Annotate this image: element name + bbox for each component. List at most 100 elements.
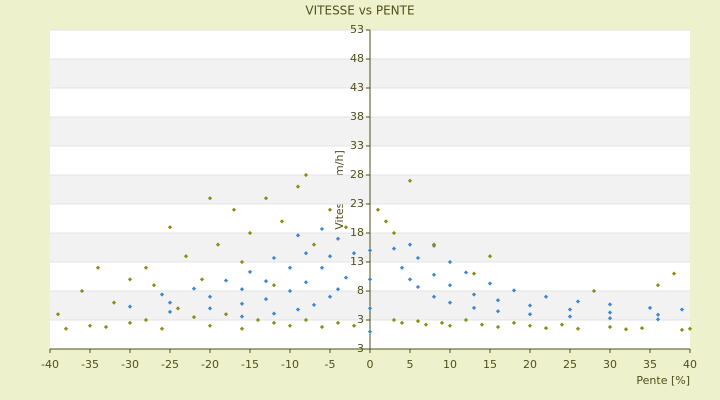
point — [127, 304, 133, 309]
point — [343, 225, 349, 230]
point — [391, 317, 397, 323]
point — [159, 326, 165, 331]
x-tick-label: 0 — [367, 358, 374, 371]
point — [647, 305, 653, 310]
x-tick-label: -20 — [201, 358, 219, 371]
point — [191, 314, 197, 320]
point — [407, 178, 413, 183]
point — [127, 277, 133, 282]
x-tick-label: 15 — [483, 358, 497, 371]
x-tick-label: -30 — [121, 358, 139, 371]
point — [487, 281, 493, 286]
point — [287, 265, 293, 270]
y-tick-label: 33 — [350, 139, 364, 152]
point — [295, 307, 301, 312]
point — [447, 259, 453, 265]
point — [655, 317, 661, 322]
point — [287, 288, 293, 294]
x-tick-label: -40 — [41, 358, 59, 371]
point — [511, 320, 517, 326]
x-tick-label: 25 — [563, 358, 577, 371]
point — [207, 306, 213, 311]
x-tick-label: 5 — [407, 358, 414, 371]
point — [143, 317, 149, 323]
point — [271, 311, 277, 316]
point — [311, 242, 317, 247]
point — [415, 284, 421, 290]
point — [487, 254, 493, 259]
point — [575, 326, 581, 331]
point — [367, 306, 373, 311]
point — [527, 312, 533, 317]
point — [319, 265, 325, 270]
point — [239, 301, 245, 306]
point — [391, 246, 397, 251]
y-tick-label: 13 — [350, 255, 364, 268]
point — [607, 310, 613, 315]
point — [511, 288, 517, 293]
point — [527, 323, 533, 328]
point — [295, 233, 301, 238]
point — [335, 287, 341, 292]
point — [263, 296, 269, 302]
point — [415, 319, 421, 324]
point — [207, 196, 213, 201]
point — [143, 265, 149, 270]
point — [319, 226, 325, 232]
x-tick-label: -35 — [81, 358, 99, 371]
point — [543, 294, 549, 299]
y-tick-label: 3 — [357, 342, 364, 355]
point — [679, 307, 685, 312]
point — [295, 184, 301, 189]
point — [423, 322, 429, 327]
point — [679, 327, 685, 332]
point — [327, 294, 333, 299]
point — [167, 225, 173, 230]
point — [239, 326, 245, 331]
point — [247, 230, 253, 236]
point — [655, 283, 661, 288]
point — [687, 326, 693, 331]
y-tick-label: 3 — [357, 313, 364, 326]
point — [671, 271, 677, 276]
point — [447, 323, 453, 328]
y-tick-label: 48 — [350, 52, 364, 65]
point — [527, 303, 533, 308]
point — [343, 275, 349, 280]
point — [559, 322, 565, 327]
point — [159, 292, 165, 297]
point — [391, 230, 397, 236]
point — [327, 207, 333, 212]
point — [319, 324, 325, 330]
point — [567, 307, 573, 312]
point — [303, 172, 309, 178]
point — [471, 292, 477, 297]
point — [207, 294, 213, 299]
point — [495, 309, 501, 314]
point — [431, 242, 437, 247]
point — [215, 242, 221, 247]
point — [351, 323, 357, 328]
point — [495, 298, 501, 303]
point — [367, 248, 373, 253]
point — [407, 242, 413, 247]
point — [247, 269, 253, 274]
point — [495, 324, 501, 330]
x-tick-label: 20 — [523, 358, 537, 371]
y-tick-label: 53 — [350, 23, 364, 36]
y-tick-label: 28 — [350, 168, 364, 181]
y-tick-label: 23 — [350, 197, 364, 210]
point — [279, 219, 285, 224]
point — [367, 277, 373, 282]
point — [335, 236, 341, 241]
point — [415, 255, 421, 261]
point — [607, 324, 613, 330]
point — [399, 265, 405, 270]
point — [375, 207, 381, 212]
point — [367, 329, 373, 334]
point — [263, 279, 269, 284]
point — [239, 287, 245, 292]
point — [239, 259, 245, 265]
point — [431, 294, 437, 299]
